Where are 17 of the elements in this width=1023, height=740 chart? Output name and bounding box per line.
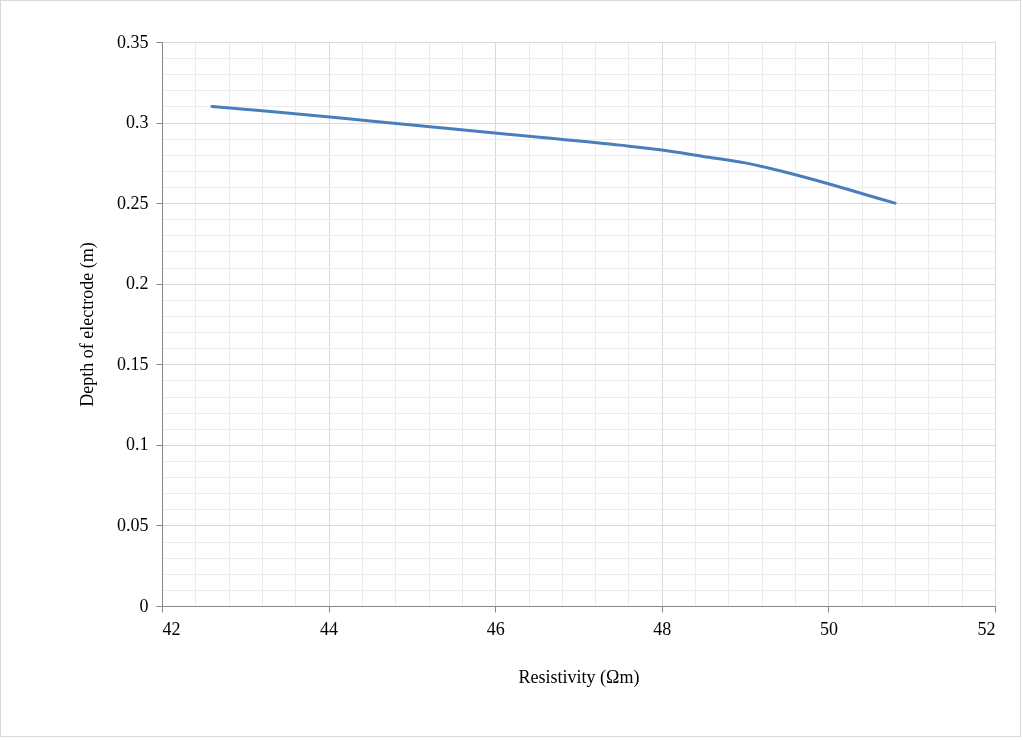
y-tick-label: 0.35 bbox=[117, 31, 149, 52]
x-tick-label: 46 bbox=[486, 618, 505, 639]
x-tick-label: 50 bbox=[819, 618, 838, 639]
y-tick-label: 0.15 bbox=[117, 353, 149, 374]
x-tick-label: 44 bbox=[320, 618, 339, 639]
x-tick-label: 48 bbox=[653, 618, 672, 639]
y-axis-title: Depth of electrode (m) bbox=[77, 242, 98, 407]
y-tick-label: 0.2 bbox=[126, 273, 149, 294]
y-tick-label: 0.3 bbox=[126, 112, 149, 133]
x-axis-title: Resistivity (Ωm) bbox=[518, 666, 640, 688]
y-tick-label: 0.1 bbox=[126, 434, 149, 455]
y-tick-label: 0.05 bbox=[117, 514, 149, 535]
line-series bbox=[210, 104, 897, 205]
y-tick-label: 0 bbox=[139, 595, 149, 616]
x-tick-label: 42 bbox=[162, 618, 181, 639]
x-tick-label: 52 bbox=[977, 618, 996, 639]
y-tick-label: 0.25 bbox=[117, 192, 149, 213]
